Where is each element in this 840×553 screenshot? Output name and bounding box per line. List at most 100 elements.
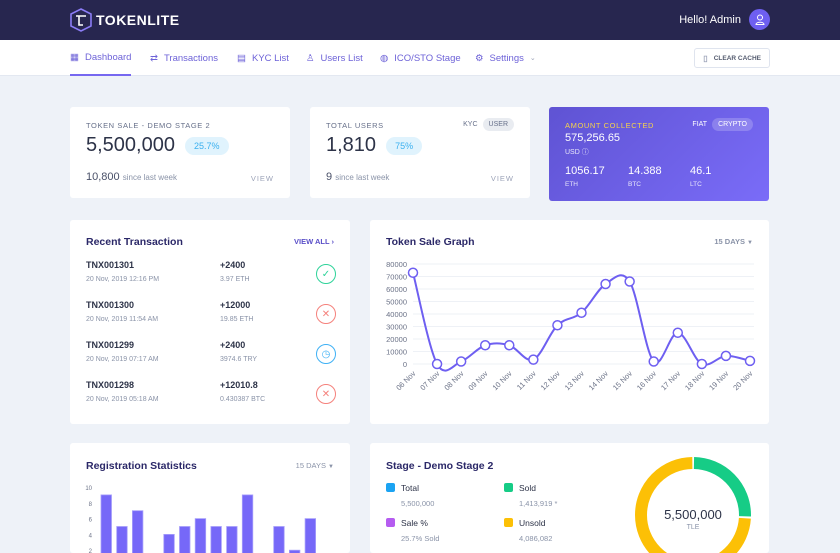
ltc-value: 46.1 xyxy=(690,165,711,177)
x-tick-label: 10 Nov xyxy=(491,369,514,392)
legend-value: 25.7% Sold xyxy=(401,534,439,543)
tab-kyc[interactable]: KYC xyxy=(463,121,477,128)
bar xyxy=(180,527,191,553)
nav-kyc-list[interactable]: ▤KYC List xyxy=(237,40,289,76)
bar xyxy=(132,511,143,553)
data-point xyxy=(433,360,442,369)
info-icon[interactable]: ⓘ xyxy=(582,149,589,156)
bar xyxy=(195,519,206,553)
legend-label: Sale % xyxy=(401,518,428,528)
y-tick-label: 10000 xyxy=(386,348,407,357)
bar xyxy=(211,527,222,553)
x-tick-label: 09 Nov xyxy=(466,369,489,392)
weekly-value: 9 xyxy=(326,171,332,183)
nav-transactions[interactable]: ⇄ Transactions xyxy=(150,40,218,76)
cancel-circle-icon[interactable]: ✕ xyxy=(316,384,336,404)
transaction-id: TNX001300 xyxy=(86,300,336,310)
token-amount: +12000 xyxy=(220,300,253,310)
transaction-id: TNX001299 xyxy=(86,340,336,350)
paid-amount: 19.85 ETH xyxy=(220,316,253,323)
trash-icon: ▯ xyxy=(703,54,707,63)
coins-icon: ◍ xyxy=(380,53,388,64)
nav-label: Settings xyxy=(490,53,524,64)
y-tick-label: 4 xyxy=(89,533,93,539)
paid-amount: 3.97 ETH xyxy=(220,276,250,283)
card-title: TOKEN SALE - DEMO STAGE 2 xyxy=(86,121,210,130)
dashboard-icon: ▦ xyxy=(70,52,79,63)
nav-users-list[interactable]: ♙Users List xyxy=(306,40,363,76)
brand-name: TOKENLITE xyxy=(96,12,180,28)
logo[interactable]: TOKENLITE xyxy=(70,8,180,32)
legend-sale-percent: Sale % 25.7% Sold xyxy=(386,518,439,543)
series-line xyxy=(413,273,750,371)
transaction-date: 20 Nov, 2019 11:54 AM xyxy=(86,316,336,323)
gear-icon: ⚙ xyxy=(475,53,484,64)
bar xyxy=(305,519,316,553)
nav-label: Transactions xyxy=(164,53,218,64)
clock-circle-icon[interactable]: ◷ xyxy=(316,344,336,364)
y-tick-label: 20000 xyxy=(386,335,407,344)
data-point xyxy=(601,280,610,289)
tab-user[interactable]: USER xyxy=(483,118,514,131)
x-tick-label: 13 Nov xyxy=(563,369,586,392)
x-tick-label: 15 Nov xyxy=(611,369,634,392)
view-link[interactable]: VIEW xyxy=(251,174,274,183)
data-point xyxy=(553,321,562,330)
legend-swatch xyxy=(386,483,395,492)
data-point xyxy=(697,360,706,369)
view-all-link[interactable]: VIEW ALL › xyxy=(294,237,334,246)
legend-value: 5,500,000 xyxy=(401,499,434,508)
transfer-icon: ⇄ xyxy=(150,53,158,64)
btc-value: 14.388 xyxy=(628,165,662,177)
user-icon xyxy=(755,14,765,25)
nav-dashboard[interactable]: ▦Dashboard xyxy=(70,40,131,76)
user-avatar[interactable] xyxy=(749,9,770,30)
clear-cache-label: CLEAR CACHE xyxy=(714,55,761,62)
legend-value: 4,086,082 xyxy=(519,534,552,543)
check-circle-icon[interactable]: ✓ xyxy=(316,264,336,284)
y-tick-label: 80000 xyxy=(386,260,407,269)
donut-center-value: 5,500,000 xyxy=(653,507,733,522)
legend-label: Unsold xyxy=(519,518,545,528)
y-tick-label: 70000 xyxy=(386,273,407,282)
x-tick-label: 08 Nov xyxy=(442,369,465,392)
card-title: AMOUNT COLLECTED xyxy=(565,121,654,130)
x-tick-label: 19 Nov xyxy=(707,369,730,392)
nav-settings[interactable]: ⚙Settings⌄ xyxy=(475,40,536,76)
cancel-circle-icon[interactable]: ✕ xyxy=(316,304,336,324)
users-icon: ♙ xyxy=(306,53,315,64)
bar xyxy=(117,527,128,553)
tab-crypto[interactable]: CRYPTO xyxy=(712,118,753,131)
y-tick-label: 50000 xyxy=(386,298,407,307)
x-tick-label: 11 Nov xyxy=(515,369,538,392)
y-tick-label: 60000 xyxy=(386,285,407,294)
token-amount: +12010.8 xyxy=(220,380,265,390)
data-point xyxy=(409,268,418,277)
bar xyxy=(101,495,112,553)
data-point xyxy=(577,308,586,317)
tab-fiat[interactable]: FIAT xyxy=(692,121,707,128)
clear-cache-button[interactable]: ▯ CLEAR CACHE xyxy=(694,48,770,68)
transaction-id: TNX001298 xyxy=(86,380,336,390)
view-link[interactable]: VIEW xyxy=(491,174,514,183)
data-point xyxy=(625,277,634,286)
transaction-row[interactable]: TNX001300 20 Nov, 2019 11:54 AM +12000 19.8… xyxy=(86,300,336,340)
nav-ico-sto-stage[interactable]: ◍ICO/STO Stage xyxy=(380,40,461,76)
y-tick-label: 10 xyxy=(85,486,92,492)
data-point xyxy=(529,355,538,364)
paid-amount: 3974.6 TRY xyxy=(220,356,257,363)
transaction-date: 20 Nov, 2019 12:16 PM xyxy=(86,276,336,283)
donut-center-unit: TLE xyxy=(653,524,733,531)
x-tick-label: 12 Nov xyxy=(539,369,562,392)
currency-label: USD xyxy=(565,149,580,156)
token-sale-value: 5,500,000 xyxy=(86,134,175,157)
